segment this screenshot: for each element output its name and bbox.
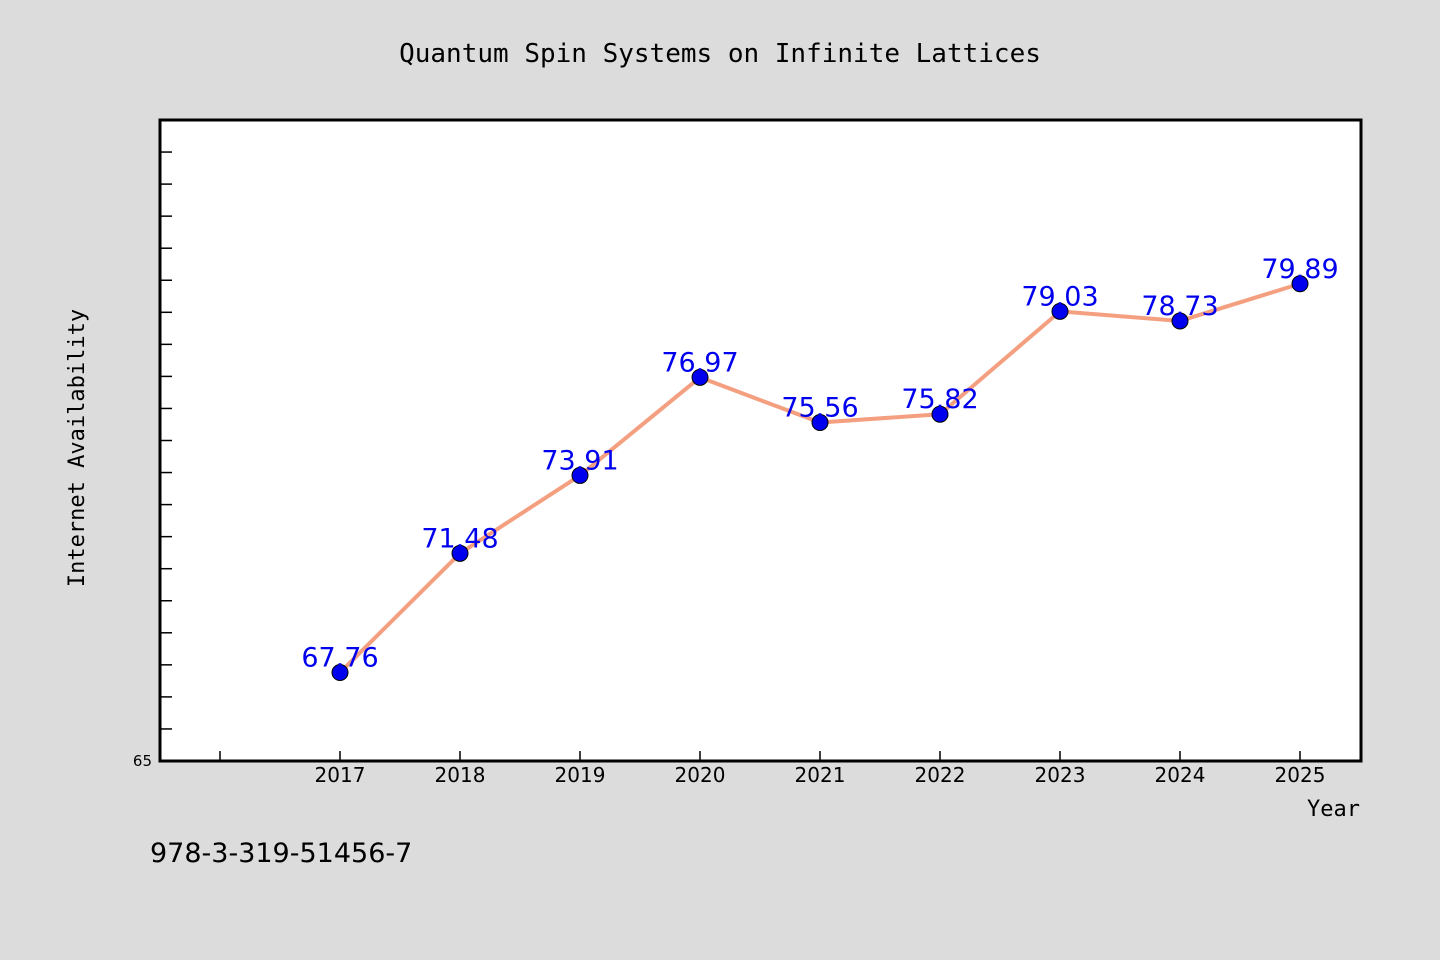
x-tick-label: 2018 bbox=[435, 763, 486, 787]
x-tick-label: 2021 bbox=[795, 763, 846, 787]
data-label: 73.91 bbox=[541, 445, 618, 476]
data-label: 76.97 bbox=[661, 347, 738, 378]
x-tick-label: 2022 bbox=[915, 763, 966, 787]
x-tick-label: 2025 bbox=[1275, 763, 1326, 787]
x-tick-label: 2020 bbox=[675, 763, 726, 787]
data-labels: 67.76 71.48 73.91 76.97 75.56 75.82 79.03 78.73… bbox=[301, 254, 1338, 674]
x-tick-label: 2023 bbox=[1035, 763, 1086, 787]
data-point bbox=[331, 664, 349, 682]
data-point bbox=[571, 466, 589, 484]
data-point bbox=[1291, 275, 1309, 293]
x-tick-label: 2024 bbox=[1155, 763, 1206, 787]
footer-isbn: 978-3-319-51456-7 bbox=[150, 838, 412, 869]
data-point bbox=[1051, 302, 1069, 320]
chart-title: Quantum Spin Systems on Infinite Lattice… bbox=[399, 39, 1041, 69]
y-axis-label: Internet Availability bbox=[65, 309, 90, 587]
x-axis-ticks bbox=[219, 751, 1301, 761]
data-point bbox=[691, 368, 709, 386]
x-tick-label: 2019 bbox=[555, 763, 606, 787]
data-points bbox=[331, 275, 1309, 682]
y-tick-label: 65 bbox=[133, 752, 152, 770]
data-point bbox=[811, 414, 829, 432]
data-label: 79.89 bbox=[1261, 254, 1338, 285]
data-point bbox=[451, 544, 469, 562]
data-label: 79.03 bbox=[1021, 281, 1098, 312]
x-tick-label: 2017 bbox=[315, 763, 366, 787]
data-label: 75.56 bbox=[781, 393, 858, 424]
y-axis-ticks bbox=[160, 119, 172, 762]
x-tick-labels: 2017 2018 2019 2020 2021 2022 2023 2024 2025 bbox=[315, 763, 1326, 787]
data-label: 75.82 bbox=[901, 384, 978, 415]
data-point bbox=[1171, 312, 1189, 330]
data-label: 71.48 bbox=[421, 523, 498, 554]
x-axis-label: Year bbox=[1307, 797, 1360, 822]
data-label: 67.76 bbox=[301, 643, 378, 674]
data-label: 78.73 bbox=[1141, 291, 1218, 322]
data-point bbox=[931, 405, 949, 423]
